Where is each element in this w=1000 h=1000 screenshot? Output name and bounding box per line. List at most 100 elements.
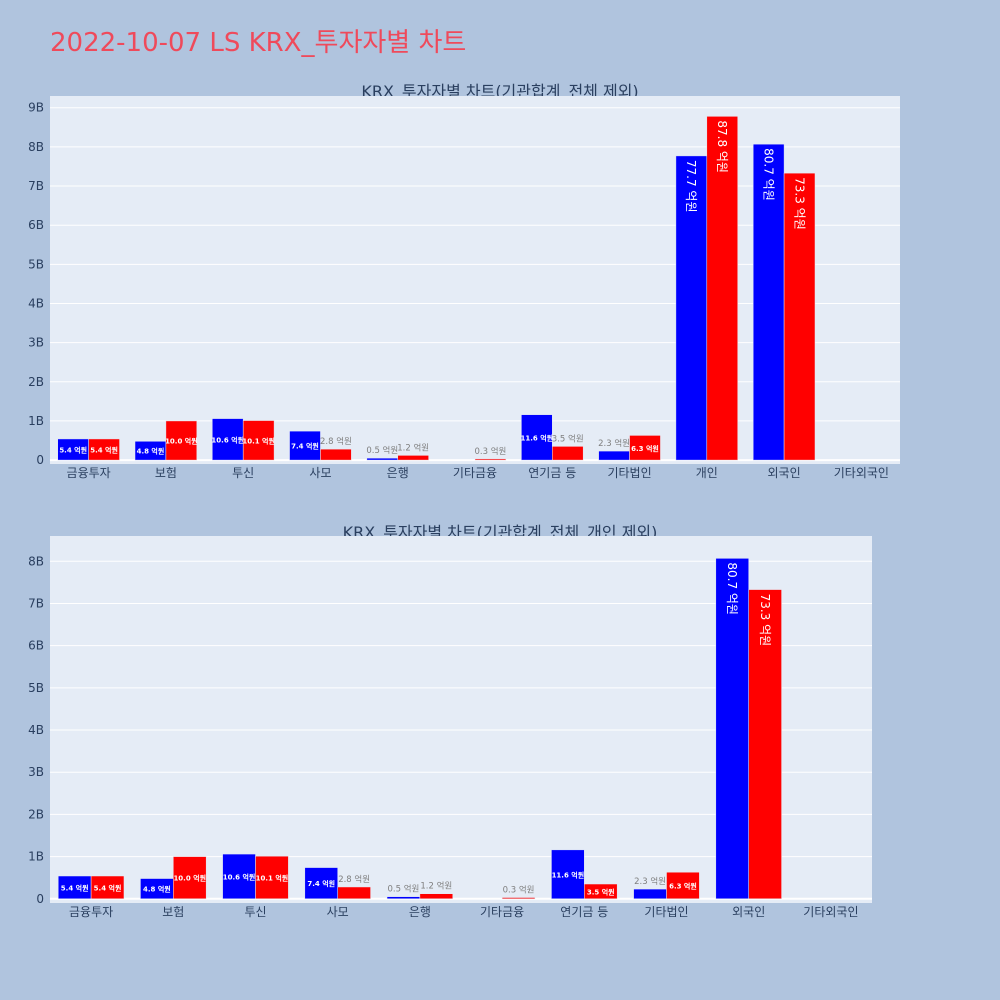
- bar: [706, 116, 738, 461]
- data-label: 7.4 억원: [291, 442, 319, 451]
- bar: [165, 420, 198, 461]
- bar: [304, 867, 338, 900]
- bar: [289, 430, 321, 461]
- x-tick-label: 보험: [162, 905, 184, 919]
- data-label: 0.3 억원: [503, 885, 535, 896]
- bar: [386, 896, 421, 900]
- y-tick-label: 6B: [28, 218, 44, 232]
- x-tick-label: 은행: [409, 904, 431, 919]
- data-label: 0.5 억원: [388, 884, 420, 895]
- data-label: 0.5 억원: [366, 445, 398, 456]
- bar: [666, 871, 700, 900]
- x-tick-label: 투신: [232, 466, 254, 480]
- data-label: 4.8 억원: [137, 447, 165, 456]
- x-tick-label: 연기금 등: [560, 905, 608, 919]
- data-label: 5.4 억원: [59, 446, 87, 455]
- bar: [584, 883, 618, 900]
- data-label: 2.8 억원: [338, 874, 370, 885]
- x-tick-label: 투신: [244, 905, 266, 919]
- y-tick-label: 8B: [28, 554, 44, 568]
- bar: [501, 897, 536, 900]
- x-tick-label: 보험: [155, 466, 177, 480]
- x-tick-label: 개인: [696, 466, 718, 480]
- data-label: 11.6 억원: [521, 433, 554, 442]
- x-tick-label: 연기금 등: [528, 466, 576, 480]
- data-label: 3.5 억원: [587, 887, 615, 896]
- data-label: 2.3 억원: [634, 876, 666, 887]
- data-label: 87.8 억원: [715, 120, 729, 173]
- data-label: 3.5 억원: [552, 433, 584, 444]
- bar: [88, 438, 120, 461]
- bar: [521, 414, 553, 461]
- data-label: 5.4 억원: [90, 446, 118, 455]
- data-label: 10.0 억원: [165, 437, 198, 446]
- x-tick-label: 사모: [327, 905, 349, 919]
- data-label: 5.4 억원: [61, 883, 89, 892]
- x-tick-label: 기타금융: [453, 466, 497, 480]
- y-tick-label: 7B: [28, 179, 44, 193]
- data-label: 80.7 억원: [725, 562, 739, 615]
- y-tick-label: 6B: [28, 639, 44, 653]
- x-tick-label: 금융투자: [67, 466, 111, 480]
- data-label: 6.3 억원: [631, 444, 659, 453]
- data-label: 2.3 억원: [598, 438, 630, 449]
- data-label: 10.1 억원: [242, 436, 275, 445]
- bar: [212, 418, 244, 461]
- y-tick-label: 8B: [28, 140, 44, 154]
- x-tick-label: 기타금융: [480, 905, 524, 919]
- data-label: 7.4 억원: [307, 879, 335, 888]
- x-tick-label: 기타외국인: [803, 905, 858, 919]
- bar: [242, 420, 275, 461]
- data-label: 6.3 억원: [669, 881, 697, 890]
- data-label: 10.6 억원: [223, 872, 256, 881]
- bar: [752, 143, 785, 461]
- y-tick-label: 2B: [28, 807, 44, 821]
- data-label: 2.8 억원: [320, 436, 352, 447]
- data-label: 73.3 억원: [758, 594, 772, 647]
- bar: [675, 155, 708, 461]
- data-label: 10.1 억원: [256, 873, 289, 882]
- bar: [173, 856, 207, 900]
- data-label: 11.6 억원: [552, 870, 585, 879]
- y-tick-label: 1B: [28, 850, 44, 864]
- bar: [783, 172, 816, 461]
- bar: [419, 893, 454, 900]
- bar: [715, 558, 749, 900]
- y-tick-label: 7B: [28, 596, 44, 610]
- y-tick-label: 4B: [28, 723, 44, 737]
- bar: [320, 448, 352, 461]
- bar: [474, 458, 507, 461]
- data-label: 0.3 억원: [475, 446, 507, 457]
- x-tick-label: 은행: [387, 465, 409, 480]
- bar: [222, 853, 256, 900]
- bar: [255, 855, 289, 900]
- data-label: 10.0 억원: [173, 874, 206, 883]
- y-tick-label: 3B: [28, 336, 44, 350]
- y-tick-label: 0: [36, 453, 44, 467]
- x-tick-label: 기타외국인: [834, 466, 889, 480]
- page-title: 2022-10-07 LS KRX_투자자별 차트: [50, 28, 467, 58]
- data-label: 73.3 억원: [792, 177, 806, 230]
- y-tick-label: 0: [36, 892, 44, 906]
- bar: [748, 589, 782, 900]
- x-tick-label: 외국인: [732, 905, 765, 919]
- data-label: 80.7 억원: [761, 148, 775, 201]
- y-tick-label: 5B: [28, 681, 44, 695]
- bar: [551, 849, 585, 900]
- data-label: 5.4 억원: [94, 883, 122, 892]
- y-tick-label: 2B: [28, 375, 44, 389]
- y-tick-label: 3B: [28, 765, 44, 779]
- bar: [90, 875, 125, 900]
- y-tick-label: 4B: [28, 296, 44, 310]
- bar: [633, 888, 667, 900]
- bar: [337, 886, 371, 900]
- y-tick-label: 5B: [28, 257, 44, 271]
- x-tick-label: 사모: [309, 466, 331, 480]
- data-label: 10.6 억원: [211, 435, 244, 444]
- x-tick-label: 금융투자: [69, 905, 113, 919]
- bar: [552, 446, 584, 461]
- y-tick-label: 1B: [28, 414, 44, 428]
- bar: [629, 435, 661, 461]
- x-tick-label: 기타법인: [607, 466, 651, 480]
